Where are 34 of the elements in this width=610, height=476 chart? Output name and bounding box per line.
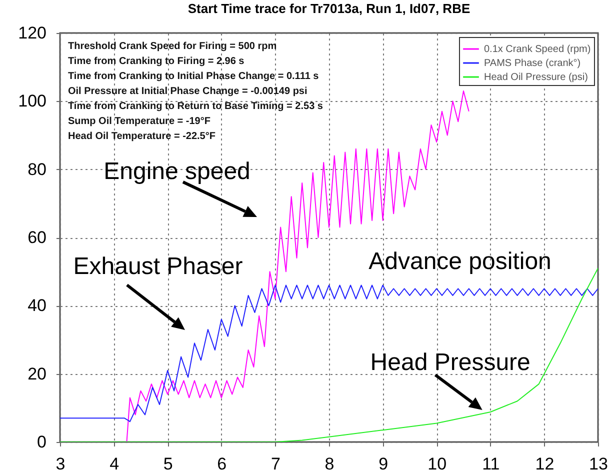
y-tick-label: 40 [28, 296, 46, 316]
annotation: Time from Cranking to Return to Base Timing = 2.53 s [68, 101, 324, 112]
x-tick-label: 11 [482, 454, 500, 474]
x-tick-label: 3 [56, 454, 66, 474]
legend-label: PAMS Phase (crank°) [484, 58, 581, 69]
y-tick-label: 120 [18, 24, 46, 42]
x-tick-label: 10 [428, 454, 447, 474]
x-tick-label: 13 [589, 454, 608, 474]
line-series [60, 284, 598, 422]
chart-title: Start Time trace for Tr7013a, Run 1, Id07, RBE [188, 1, 470, 16]
annotation: Head Pressure [370, 348, 530, 376]
annotation: Exhaust Phaser [73, 253, 243, 280]
y-tick-label: 20 [28, 364, 46, 384]
annotation: Time from Cranking to Firing = 2.96 s [68, 56, 245, 67]
x-tick-label: 5 [163, 454, 173, 474]
y-tick-label: 80 [28, 160, 46, 179]
x-tick-label: 12 [535, 454, 554, 474]
annotation: Time from Cranking to Initial Phase Change = 0.111 s [68, 71, 320, 82]
y-tick-label: 60 [28, 228, 46, 247]
x-tick-label: 7 [270, 454, 280, 474]
legend-label: 0.1x Crank Speed (rpm) [484, 44, 591, 55]
x-tick-label: 9 [378, 454, 388, 474]
annotation: Sump Oil Temperature = -19°F [68, 116, 210, 127]
x-tick-label: 8 [324, 454, 334, 474]
x-tick-label: 6 [217, 454, 227, 474]
annotation: Threshold Crank Speed for Firing = 500 rpm [68, 41, 277, 52]
annotation: Engine speed [104, 158, 250, 185]
x-tick-label: 4 [110, 454, 120, 474]
annotation: Advance position [368, 248, 552, 275]
legend-label: Head Oil Pressure (psi) [484, 72, 588, 83]
y-tick-label: 0 [37, 432, 46, 452]
y-tick-label: 100 [18, 92, 46, 111]
annotation: Head Oil Temperature = -22.5°F [68, 131, 216, 142]
annotation: Oil Pressure at Initial Phase Change = -0.00149 psi [68, 86, 308, 97]
